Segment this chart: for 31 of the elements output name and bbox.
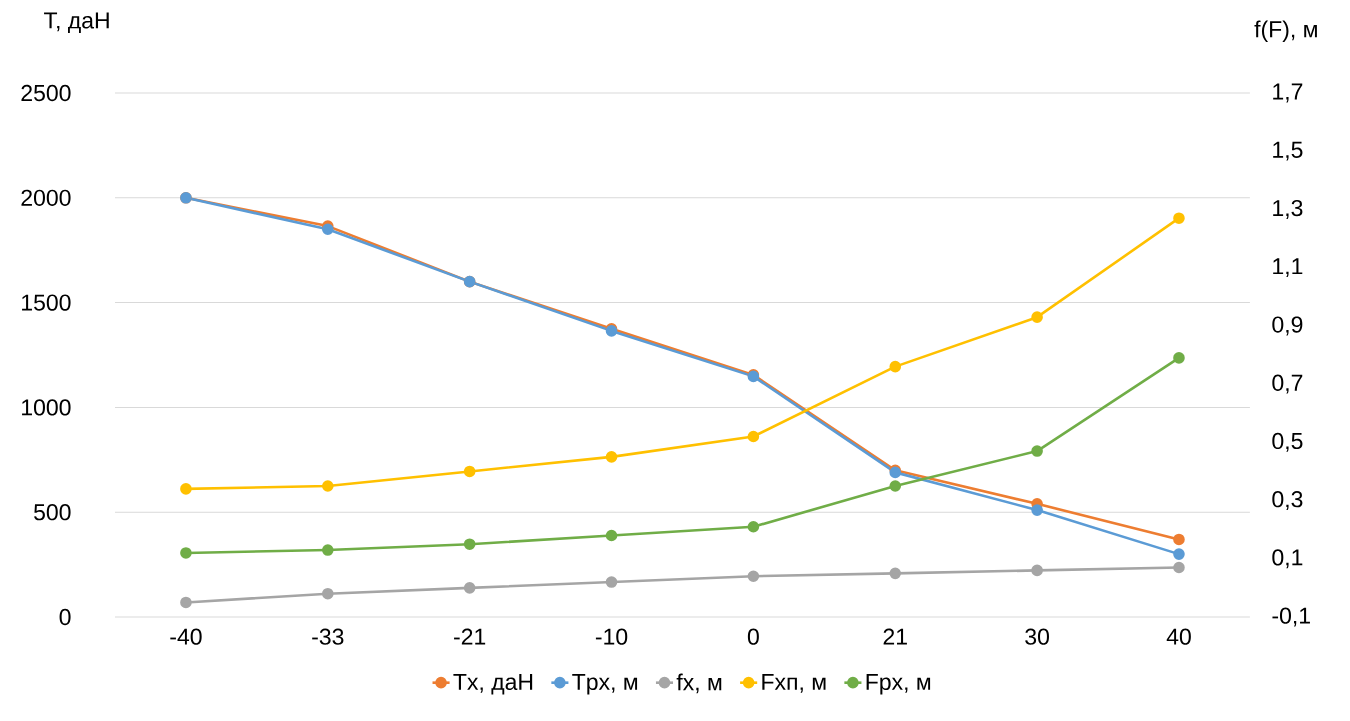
x-tick-label: -10	[595, 628, 628, 645]
y-tick-label: 2000	[21, 189, 71, 206]
y2-tick-label: 1,5	[1273, 141, 1303, 161]
legend-label: Fpx, м	[866, 674, 931, 695]
y2-tick-label: 0,5	[1272, 432, 1303, 452]
y-axis-title: T, даН	[44, 12, 109, 33]
y2-tick-label: 1,1	[1273, 258, 1303, 278]
x-tick-label: 21	[883, 628, 907, 645]
x-tick-label: -40	[170, 628, 202, 645]
legend-label: Tpx, м	[572, 674, 638, 695]
y2-tick-label: -0,1	[1272, 607, 1310, 627]
x-tick-label: -33	[312, 628, 344, 645]
y2-tick-label: 1,3	[1273, 199, 1303, 219]
y2-tick-label: 0,1	[1272, 549, 1303, 569]
legend-label: Fxп, м	[762, 674, 826, 693]
y-tick-label: 2500	[21, 84, 71, 102]
y2-tick-label: 0,7	[1272, 374, 1303, 394]
y2-tick-label: 0,3	[1272, 491, 1303, 511]
x-tick-label: -21	[454, 628, 486, 645]
legend-label: Tx, даН	[453, 674, 533, 695]
x-tick-label: 30	[1025, 628, 1050, 645]
y2-tick-label: 0,9	[1272, 316, 1303, 336]
legend-label: fx, м	[676, 673, 722, 694]
y2-tick-label: 1,7	[1273, 83, 1303, 103]
y-tick-label: 0	[59, 608, 71, 626]
x-tick-label: 0	[747, 628, 759, 645]
y-tick-label: 1000	[22, 399, 71, 416]
y-tick-label: 500	[34, 504, 71, 521]
y-tick-label: 1500	[22, 294, 71, 311]
x-tick-label: 40	[1166, 628, 1191, 645]
y2-axis-title: f(F), м	[1254, 20, 1317, 42]
